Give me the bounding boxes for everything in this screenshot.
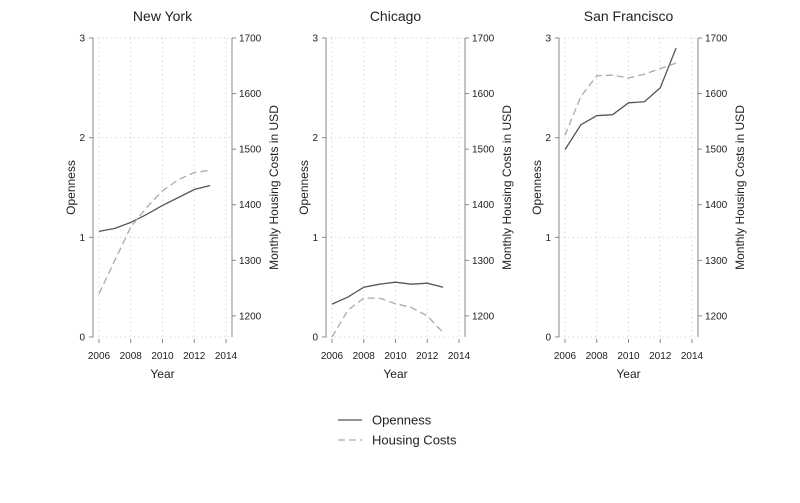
y-tick-label-left: 3: [545, 34, 551, 45]
y-tick-label-right: 1400: [472, 200, 495, 211]
x-tick-label: 2008: [586, 351, 609, 362]
y-tick-label-right: 1300: [472, 256, 495, 267]
panel-title: New York: [133, 8, 193, 24]
chart-panels: New York01231200130014001500160017002006…: [64, 8, 747, 381]
chart-panel-1: New York 0 1 2 3 1200 1300 1400 1500 1600 1700 2006…: [64, 8, 281, 381]
x-tick-label: 2014: [215, 351, 238, 362]
y-axis-title-right: Monthly Housing Costs in USD: [500, 105, 514, 270]
y-axis-title-right: Monthly Housing Costs in USD: [733, 105, 747, 270]
legend-label: Housing Costs: [372, 433, 457, 448]
y-tick-label-left: 3: [79, 34, 85, 45]
y-tick-label-left: 2: [79, 133, 85, 144]
y-axis-title-left: Openness: [530, 160, 544, 215]
y-tick-label-right: 1700: [239, 34, 262, 45]
y-tick-label-right: 1500: [472, 145, 495, 156]
housing-costs-line: [98, 169, 211, 294]
openness-line: [564, 47, 677, 150]
y-tick-label-right: 1700: [705, 34, 728, 45]
y-tick-label-left: 0: [312, 333, 318, 344]
y-tick-label-right: 1600: [472, 89, 495, 100]
y-tick-label-right: 1600: [705, 89, 728, 100]
y-tick-label-right: 1400: [239, 200, 262, 211]
y-tick-label-left: 2: [545, 133, 551, 144]
x-tick-label: 2008: [120, 351, 143, 362]
y-tick-label-left: 1: [312, 233, 318, 244]
panel-title: San Francisco: [584, 8, 674, 24]
y-axis-title-left: Openness: [64, 160, 78, 215]
y-axis-title-right: Monthly Housing Costs in USD: [267, 105, 281, 270]
x-tick-label: 2010: [384, 351, 407, 362]
x-tick-label: 2010: [151, 351, 174, 362]
x-tick-label: 2012: [183, 351, 206, 362]
y-tick-label-right: 1700: [472, 34, 495, 45]
x-tick-label: 2012: [416, 351, 439, 362]
x-tick-label: 2006: [554, 351, 577, 362]
chart-panel-3: San Francisco 0 1 2 3 1200 1300 1400 1500 1600 170…: [530, 8, 747, 381]
y-tick-label-left: 0: [545, 333, 551, 344]
y-tick-label-right: 1600: [239, 89, 262, 100]
openness-line: [98, 184, 211, 233]
x-tick-label: 2006: [88, 351, 111, 362]
y-tick-label-right: 1200: [239, 311, 262, 322]
y-tick-label-left: 1: [545, 233, 551, 244]
x-axis-title: Year: [150, 367, 174, 381]
x-tick-label: 2010: [617, 351, 640, 362]
x-tick-label: 2008: [353, 351, 376, 362]
x-tick-label: 2006: [321, 351, 344, 362]
y-tick-label-left: 1: [79, 233, 85, 244]
y-tick-label-right: 1200: [472, 311, 495, 322]
x-tick-label: 2012: [649, 351, 672, 362]
x-axis-title: Year: [383, 367, 407, 381]
x-axis-title: Year: [616, 367, 640, 381]
y-tick-label-left: 3: [312, 34, 318, 45]
y-tick-label-right: 1500: [239, 145, 262, 156]
openness-line: [331, 281, 444, 305]
legend-label: Openness: [372, 413, 432, 428]
housing-costs-line: [564, 62, 677, 136]
chart-panel-2: Chicago 0 1 2 3 1200 1300 1400 1500 1600 1700 2006 2…: [297, 8, 514, 381]
y-tick-label-right: 1400: [705, 200, 728, 211]
x-tick-label: 2014: [448, 351, 471, 362]
y-tick-label-left: 2: [312, 133, 318, 144]
legend: Openness Housing Costs: [338, 413, 457, 448]
y-tick-label-right: 1200: [705, 311, 728, 322]
y-tick-label-right: 1300: [239, 256, 262, 267]
y-tick-label-left: 0: [79, 333, 85, 344]
housing-costs-line: [331, 297, 444, 338]
y-tick-label-right: 1500: [705, 145, 728, 156]
y-axis-title-left: Openness: [297, 160, 311, 215]
panel-title: Chicago: [370, 8, 422, 24]
y-tick-label-right: 1300: [705, 256, 728, 267]
x-tick-label: 2014: [681, 351, 704, 362]
